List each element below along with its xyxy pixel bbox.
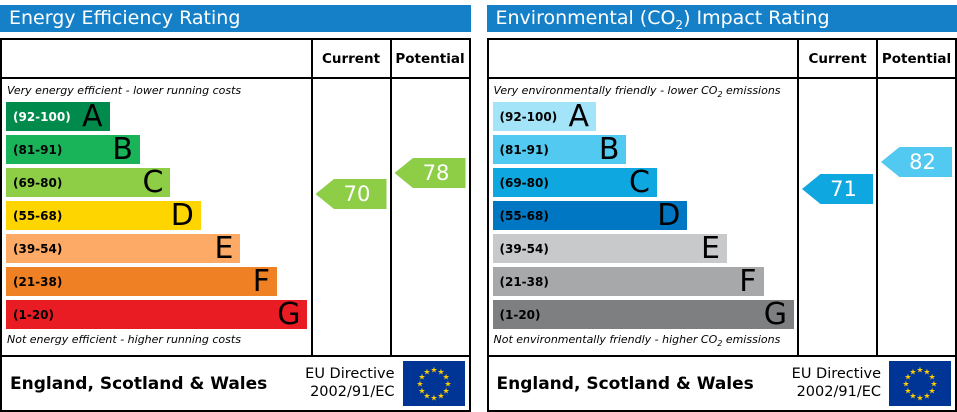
rating-table: Current Potential Very energy efficient …: [0, 38, 471, 412]
chart-body-row: Very energy efficient - lower running co…: [2, 79, 469, 357]
band-letter: A: [568, 104, 596, 130]
band-range-label: (55-68): [6, 209, 62, 223]
band-range-label: (92-100): [6, 110, 71, 124]
potential-rating-value: 82: [909, 150, 936, 174]
region-label: England, Scotland & Wales: [489, 374, 754, 394]
band-letter: D: [657, 203, 687, 229]
panel-title: Energy Efficiency Rating: [0, 5, 471, 32]
region-label: England, Scotland & Wales: [2, 374, 267, 394]
current-rating-arrow: 70: [316, 179, 387, 209]
band-letter: F: [739, 269, 763, 295]
current-column-header: Current: [311, 40, 390, 77]
band-letter: B: [599, 137, 627, 163]
band-range-label: (21-38): [493, 275, 549, 289]
current-rating-cell: 71: [797, 79, 876, 355]
band-d: (55-68) D: [6, 201, 201, 230]
band-letter: D: [171, 203, 201, 229]
band-f: (21-38) F: [493, 267, 764, 296]
band-b: (81-91) B: [6, 135, 140, 164]
potential-rating-cell: 78: [390, 79, 469, 355]
band-letter: C: [142, 170, 170, 196]
eu-flag-icon: ★★★ ★★★ ★★★ ★★★: [889, 361, 951, 406]
band-letter: F: [253, 269, 277, 295]
svg-text:★: ★: [437, 392, 444, 401]
energy-efficiency-panel: Energy Efficiency Rating Current Potenti…: [0, 0, 471, 404]
potential-column-header: Potential: [876, 40, 955, 77]
band-c: (69-80) C: [6, 168, 170, 197]
bottom-note: Not environmentally friendly - higher CO…: [494, 333, 796, 348]
bottom-note: Not energy efficient - higher running co…: [7, 333, 309, 348]
footer-row: England, Scotland & Wales EU Directive 2…: [489, 357, 956, 410]
band-range-label: (39-54): [6, 242, 62, 256]
co2-impact-panel: Environmental (CO2) Impact Rating Curren…: [487, 0, 957, 404]
footer-row: England, Scotland & Wales EU Directive 2…: [2, 357, 469, 410]
band-a: (92-100) A: [6, 102, 110, 131]
potential-column-header: Potential: [390, 40, 469, 77]
band-e: (39-54) E: [6, 234, 240, 263]
top-note: Very energy efficient - lower running co…: [7, 84, 309, 99]
band-g: (1-20) G: [493, 300, 794, 329]
eu-directive-label: EU Directive 2002/91/EC: [792, 366, 881, 401]
band-range-label: (1-20): [6, 308, 54, 322]
band-letter: G: [764, 302, 794, 328]
band-range-label: (21-38): [6, 275, 62, 289]
band-d: (55-68) D: [493, 201, 688, 230]
svg-text:★: ★: [923, 392, 930, 401]
svg-text:★: ★: [916, 394, 923, 403]
band-f: (21-38) F: [6, 267, 277, 296]
current-rating-value: 71: [830, 177, 857, 201]
eu-directive-label: EU Directive 2002/91/EC: [305, 366, 394, 401]
band-range-label: (81-91): [493, 143, 549, 157]
band-letter: E: [701, 236, 727, 262]
eu-flag-icon: ★★★ ★★★ ★★★ ★★★: [403, 361, 465, 406]
band-range-label: (69-80): [493, 176, 549, 190]
svg-text:★: ★: [430, 394, 437, 403]
chart-body-row: Very environmentally friendly - lower CO…: [489, 79, 956, 357]
potential-rating-arrow: 82: [881, 147, 952, 177]
rating-scale: Very energy efficient - lower running co…: [2, 79, 311, 355]
band-letter: B: [112, 137, 140, 163]
column-header-row: Current Potential: [489, 40, 956, 79]
band-range-label: (55-68): [493, 209, 549, 223]
band-letter: E: [214, 236, 240, 262]
potential-rating-arrow: 78: [395, 158, 466, 188]
band-c: (69-80) C: [493, 168, 657, 197]
potential-rating-cell: 82: [876, 79, 955, 355]
current-rating-cell: 70: [311, 79, 390, 355]
panel-title: Environmental (CO2) Impact Rating: [487, 5, 957, 32]
band-a: (92-100) A: [493, 102, 597, 131]
band-e: (39-54) E: [493, 234, 727, 263]
svg-text:★: ★: [423, 368, 430, 377]
rating-table: Current Potential Very environmentally f…: [487, 38, 957, 412]
current-rating-value: 70: [344, 182, 371, 206]
top-note: Very environmentally friendly - lower CO…: [494, 84, 796, 99]
rating-scale: Very environmentally friendly - lower CO…: [489, 79, 798, 355]
band-letter: A: [82, 104, 110, 130]
band-letter: G: [277, 302, 307, 328]
column-header-row: Current Potential: [2, 40, 469, 79]
band-g: (1-20) G: [6, 300, 307, 329]
band-range-label: (39-54): [493, 242, 549, 256]
band-b: (81-91) B: [493, 135, 627, 164]
current-rating-arrow: 71: [802, 174, 873, 204]
band-range-label: (81-91): [6, 143, 62, 157]
band-letter: C: [629, 170, 657, 196]
potential-rating-value: 78: [423, 161, 450, 185]
current-column-header: Current: [797, 40, 876, 77]
band-range-label: (69-80): [6, 176, 62, 190]
band-range-label: (1-20): [493, 308, 541, 322]
svg-text:★: ★: [909, 368, 916, 377]
band-range-label: (92-100): [493, 110, 558, 124]
